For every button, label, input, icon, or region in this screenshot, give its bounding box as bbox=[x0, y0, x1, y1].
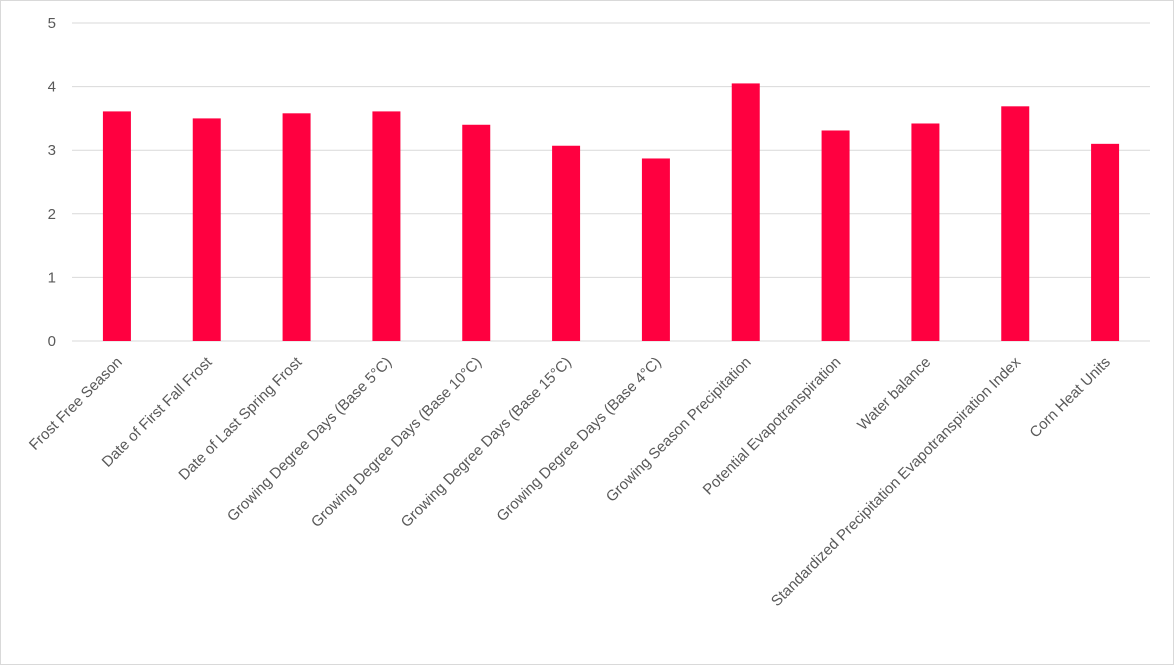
y-tick-label: 3 bbox=[48, 142, 56, 159]
gridlines bbox=[72, 22, 1150, 342]
y-axis-ticks: 0 1 2 3 4 5 bbox=[48, 15, 56, 350]
y-tick-label: 2 bbox=[48, 206, 56, 223]
bars bbox=[102, 83, 1120, 342]
x-category-label: Frost Free Season bbox=[26, 354, 126, 454]
bar-6 bbox=[641, 158, 670, 341]
y-tick-label: 5 bbox=[48, 15, 56, 32]
bar-4 bbox=[462, 124, 491, 341]
bar-10 bbox=[1001, 106, 1030, 341]
bar-8 bbox=[821, 130, 850, 341]
x-category-label: Growing Degree Days (Base 10°C) bbox=[308, 354, 485, 531]
y-tick-label: 4 bbox=[48, 79, 56, 96]
y-tick-label: 0 bbox=[48, 333, 56, 350]
x-category-label: Growing Degree Days (Base 15°C) bbox=[398, 354, 575, 531]
bar-11 bbox=[1091, 143, 1120, 341]
x-category-label: Water balance bbox=[854, 354, 934, 434]
bar-3 bbox=[372, 111, 401, 342]
x-category-label: Growing Degree Days (Base 5°C) bbox=[224, 354, 395, 525]
x-category-label: Growing Degree Days (Base 4°C) bbox=[493, 354, 664, 525]
bar-1 bbox=[192, 118, 221, 342]
bar-0 bbox=[102, 111, 131, 342]
bar-9 bbox=[911, 123, 940, 341]
bar-5 bbox=[552, 145, 581, 341]
x-category-label: Corn Heat Units bbox=[1026, 354, 1113, 441]
bar-7 bbox=[731, 83, 760, 342]
x-category-label: Growing Season Precipitation bbox=[603, 354, 755, 506]
bar-2 bbox=[282, 113, 311, 341]
y-tick-label: 1 bbox=[48, 269, 56, 286]
